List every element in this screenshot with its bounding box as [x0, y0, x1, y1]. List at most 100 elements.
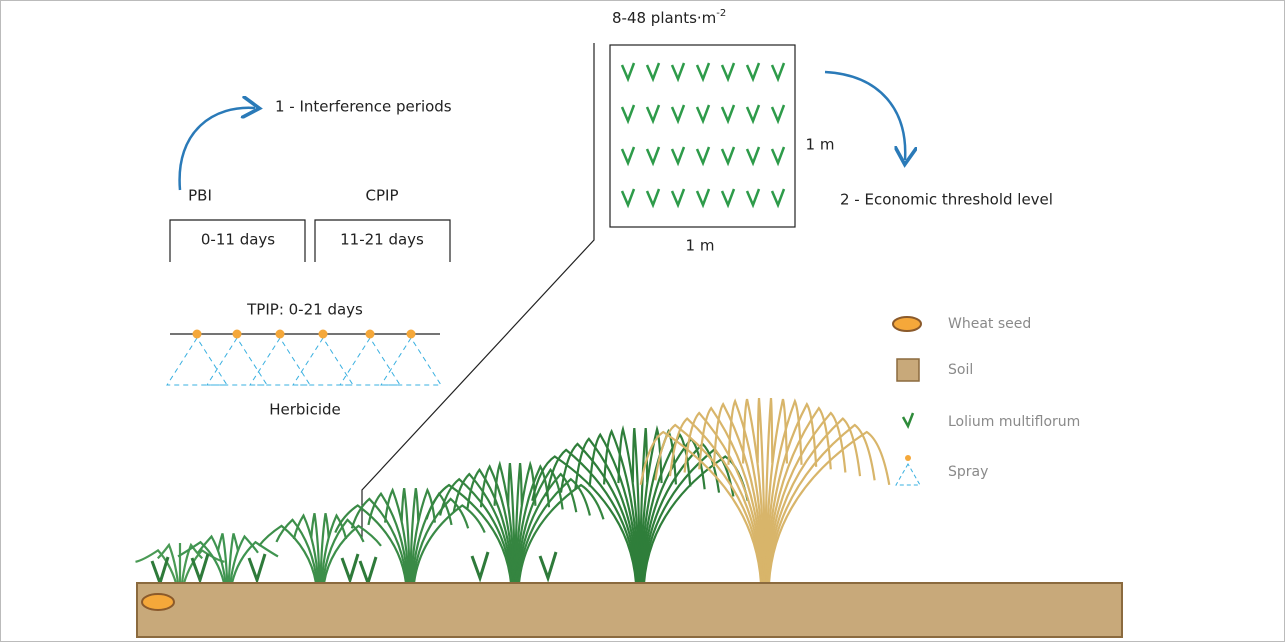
- bottom-label: 1 m: [686, 237, 715, 255]
- leaf: [197, 534, 227, 584]
- soil: [136, 582, 1123, 638]
- weed-mark: [695, 104, 711, 125]
- leaf: [602, 428, 640, 584]
- leaf: [310, 513, 321, 584]
- legend-spray: [895, 462, 921, 486]
- leaf: [230, 540, 279, 584]
- wheat-seed: [141, 593, 175, 611]
- weed-mark: [745, 62, 761, 83]
- spray-cone: [206, 337, 268, 386]
- nozzle: [232, 329, 242, 339]
- leaf: [559, 442, 639, 584]
- weed-mark: [745, 146, 761, 167]
- legend-soil: [896, 358, 920, 382]
- leaf: [767, 423, 876, 584]
- weed-mark: [720, 104, 736, 125]
- quadrat: [609, 44, 796, 228]
- density-label: 8-48 plants·m-2: [612, 8, 726, 27]
- leaf: [765, 398, 803, 584]
- leaf: [764, 398, 774, 584]
- weed-mark: [620, 146, 636, 167]
- weed-mark: [670, 146, 686, 167]
- leaf: [367, 491, 409, 584]
- leaf: [410, 487, 437, 584]
- leaf: [517, 477, 591, 584]
- leaf: [452, 472, 514, 584]
- leaf: [350, 497, 408, 584]
- leaf: [177, 540, 226, 584]
- leaf: [683, 411, 764, 584]
- weed: [470, 551, 490, 583]
- weed: [538, 551, 558, 583]
- leaf: [227, 533, 240, 584]
- legend-label: Spray: [948, 464, 988, 480]
- leaf: [515, 464, 551, 584]
- arrow: [178, 108, 255, 191]
- weed-mark: [770, 104, 786, 125]
- nozzle: [406, 329, 416, 339]
- leaf: [617, 425, 641, 584]
- nozzle: [365, 329, 375, 339]
- spray-cone: [339, 337, 401, 386]
- leaf: [517, 483, 605, 584]
- leaf: [292, 513, 320, 584]
- weed-mark: [720, 146, 736, 167]
- leaf: [322, 524, 382, 584]
- leaf: [631, 428, 641, 584]
- weed-mark: [695, 62, 711, 83]
- cpip-bracket: [314, 219, 451, 262]
- leaf: [516, 472, 578, 584]
- weed-mark: [720, 62, 736, 83]
- pbi-range: 0-11 days: [201, 231, 275, 249]
- weed-mark: [645, 188, 661, 209]
- leaf: [766, 417, 862, 584]
- weed-grid: [620, 62, 786, 209]
- weed-mark: [620, 188, 636, 209]
- leaf: [412, 504, 486, 584]
- weed-mark: [645, 146, 661, 167]
- herbicide-label: Herbicide: [269, 401, 341, 419]
- density-sup: -2: [716, 8, 726, 19]
- leaf: [383, 487, 410, 584]
- leaf: [409, 488, 420, 584]
- zoom-line: [361, 43, 595, 540]
- weed-mark: [720, 188, 736, 209]
- weed: [340, 553, 360, 585]
- density-text: 8-48 plants·m: [612, 9, 716, 27]
- legend-label: Soil: [948, 362, 973, 378]
- leaf: [216, 533, 229, 584]
- leaf: [180, 542, 203, 584]
- leaf: [727, 398, 765, 584]
- weed-mark: [670, 62, 686, 83]
- legend-label: Wheat seed: [948, 316, 1031, 332]
- leaf: [400, 488, 411, 584]
- leaf: [765, 401, 818, 584]
- arrow: [824, 70, 905, 160]
- nozzle: [275, 329, 285, 339]
- leaf: [574, 437, 639, 584]
- leaf: [514, 460, 537, 584]
- spray-cone: [166, 337, 228, 386]
- leaf: [321, 518, 365, 584]
- legend-weed: [901, 412, 915, 429]
- weed-mark: [620, 62, 636, 83]
- cpip-label: CPIP: [366, 187, 399, 205]
- legend-spray-dot: [905, 455, 911, 461]
- plants: [135, 398, 891, 588]
- leaf: [157, 542, 180, 584]
- threshold-title: 2 - Economic threshold level: [840, 191, 1053, 209]
- leaf: [275, 518, 319, 584]
- leaf: [182, 548, 225, 584]
- leaf: [668, 417, 764, 584]
- leaf: [767, 430, 891, 584]
- leaf: [741, 398, 766, 584]
- weed-mark: [620, 104, 636, 125]
- leaf: [507, 463, 516, 584]
- nozzle: [192, 329, 202, 339]
- weed-mark: [695, 188, 711, 209]
- cpip-range: 11-21 days: [340, 231, 424, 249]
- leaf: [229, 534, 259, 584]
- weed: [190, 553, 210, 585]
- legend-label: Lolium multiflorum: [948, 414, 1080, 430]
- weed-mark: [745, 104, 761, 125]
